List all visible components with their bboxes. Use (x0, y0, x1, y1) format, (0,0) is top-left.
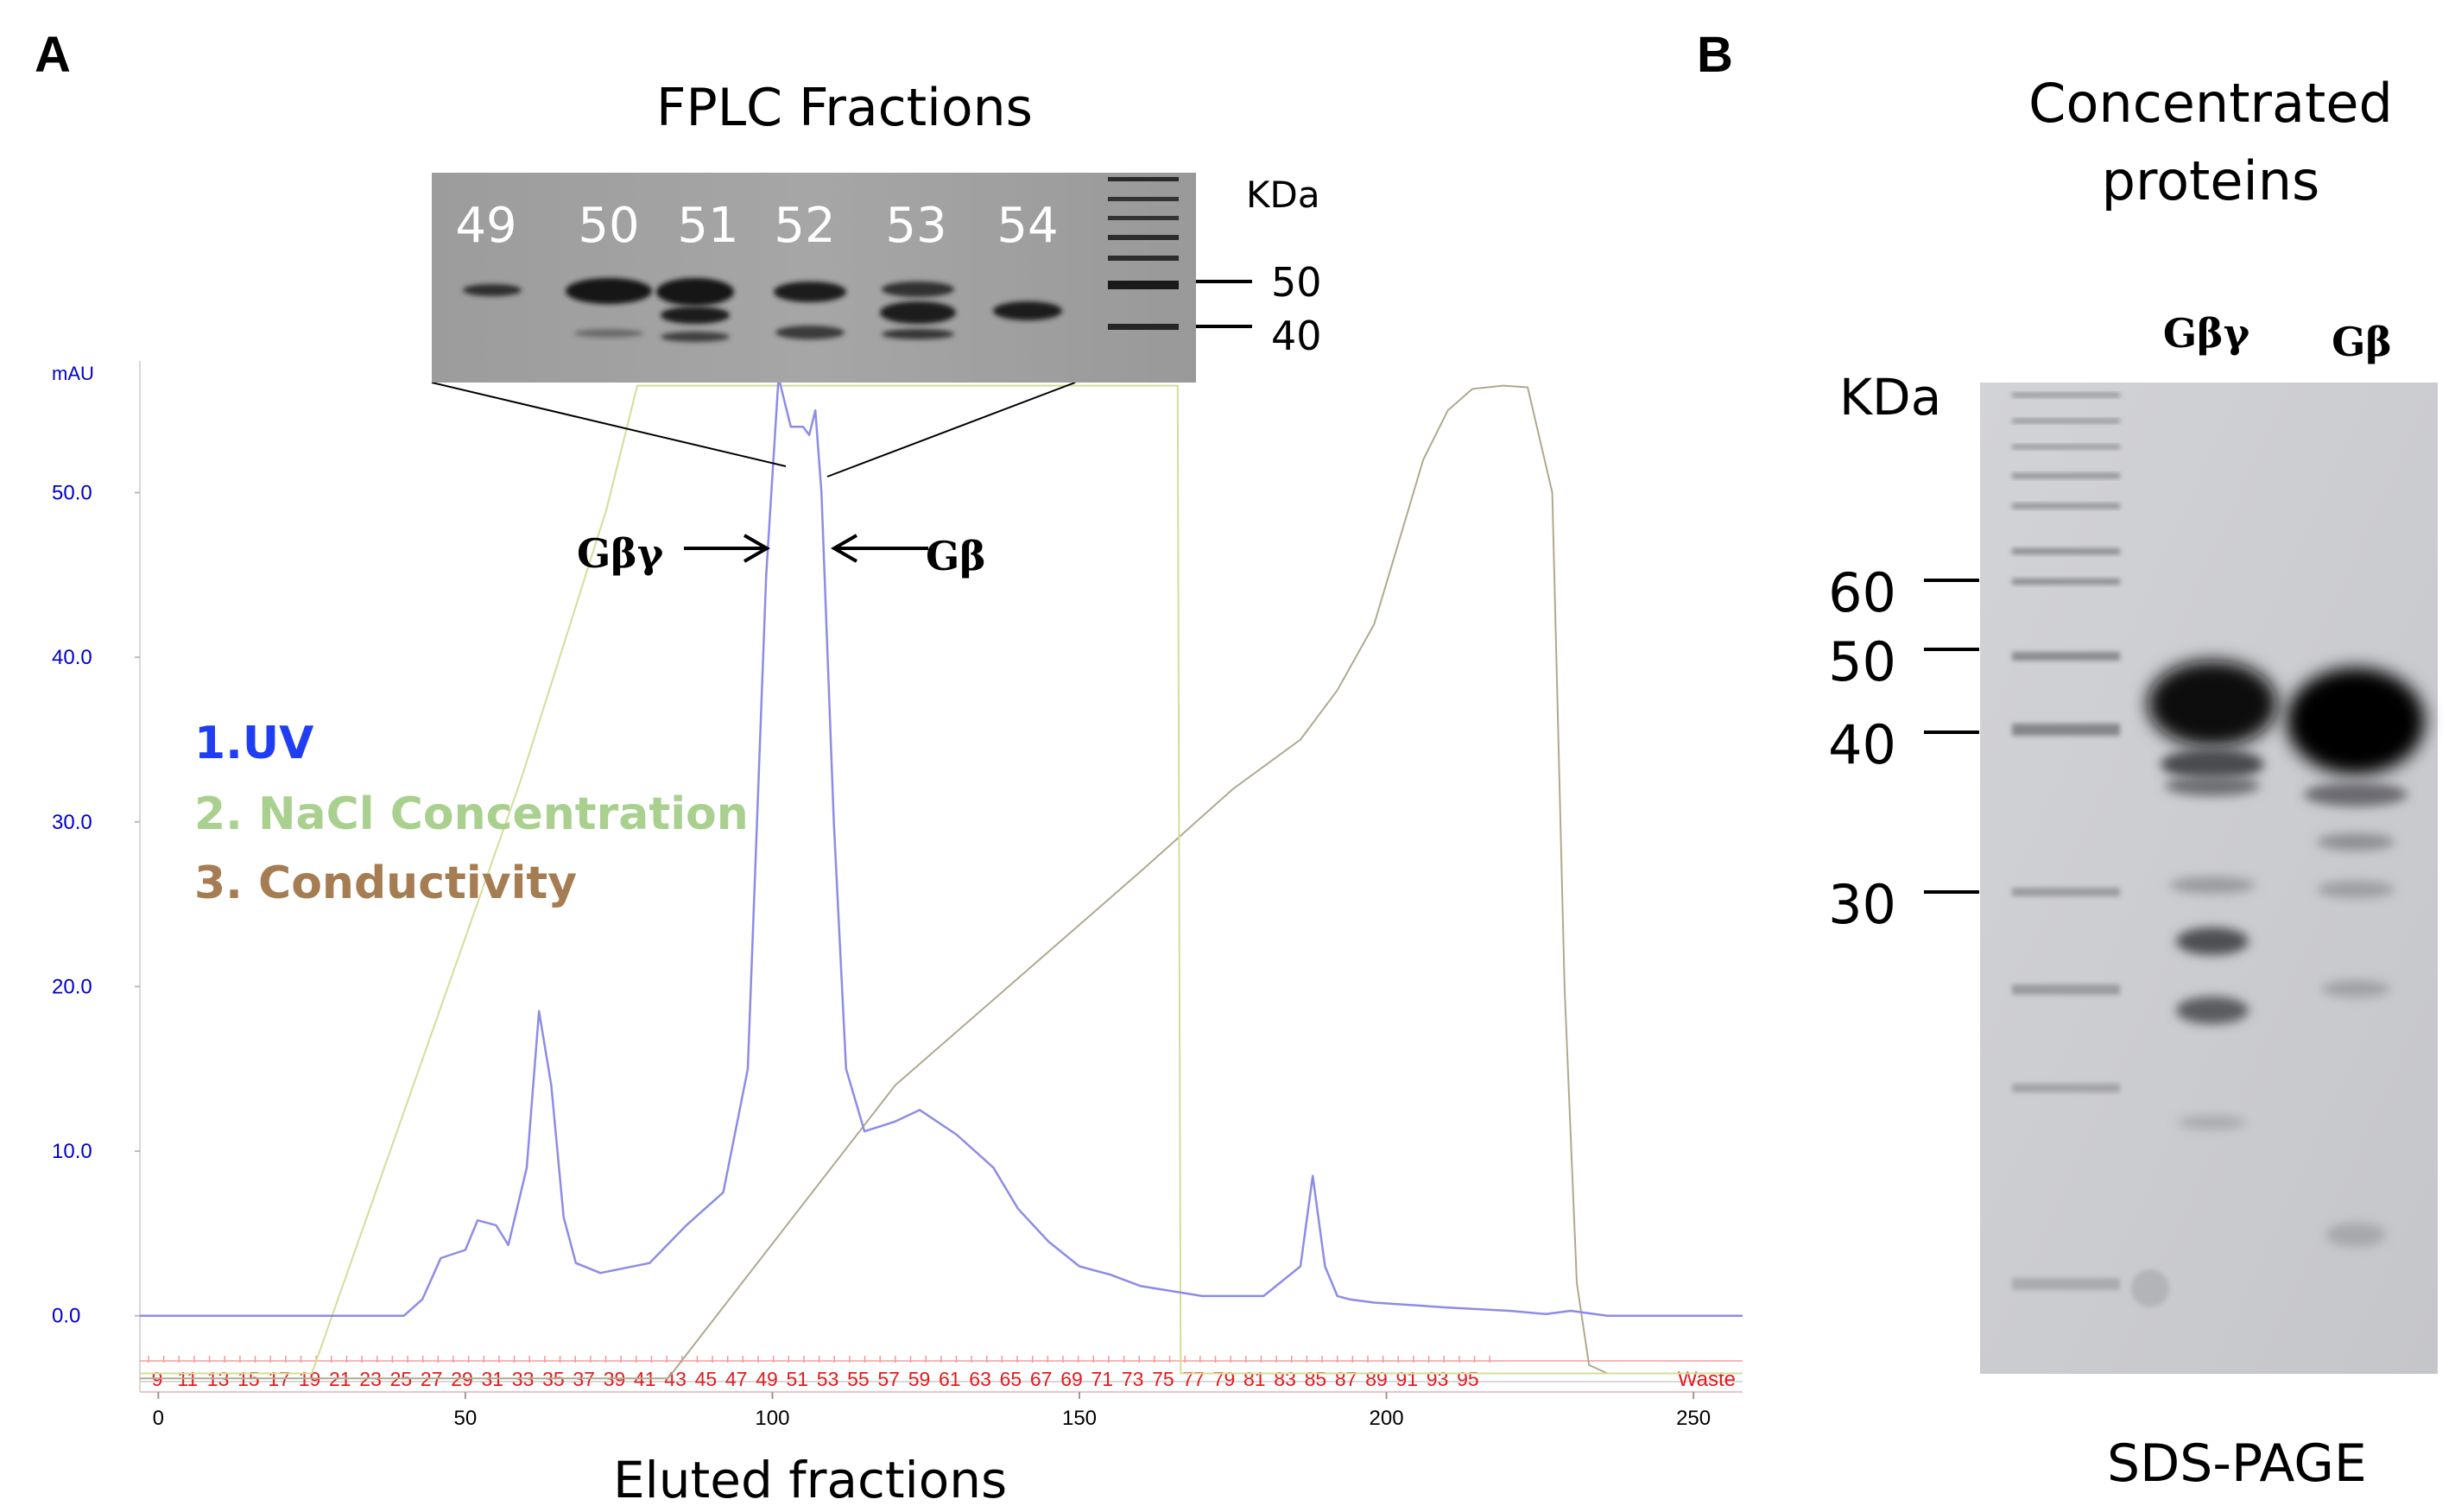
x-ticks: 0 50 100 150 200 250 (153, 1392, 1711, 1430)
y-tick-label: 20.0 (52, 975, 92, 998)
gel-b-marker-30: 30 (1828, 873, 1896, 936)
panel-b-letter: B (1697, 27, 1733, 83)
gb-label: Gβ (926, 533, 986, 579)
waste-label: Waste (1678, 1368, 1736, 1391)
sds-page-label: SDS-PAGE (2107, 1433, 2367, 1494)
gel-lane-label: 51 (677, 198, 738, 254)
fraction-label: 51 (787, 1368, 809, 1390)
fraction-label: 59 (908, 1368, 931, 1390)
fraction-label: 53 (817, 1368, 839, 1390)
series-layer (140, 376, 1743, 1380)
y-ticks: 0.0 10.0 20.0 30.0 40.0 50.0 (52, 482, 140, 1328)
gel-a-marker-40: 40 (1271, 313, 1322, 359)
fraction-label: 49 (756, 1368, 778, 1390)
fraction-label: 63 (969, 1368, 991, 1390)
fraction-label: 89 (1365, 1368, 1388, 1390)
gel-b-marker-60: 60 (1828, 561, 1896, 624)
fraction-label: 87 (1335, 1368, 1357, 1390)
gel-a-marker-50: 50 (1271, 259, 1322, 306)
gel-title: FPLC Fractions (656, 78, 1033, 138)
chromatogram: mAU 0.0 10.0 20.0 30.0 40.0 50.0 0 50 100 150 200… (52, 361, 1743, 1430)
gel-b-ladder (2012, 393, 2120, 1290)
y-tick-label: 30.0 (52, 811, 92, 834)
left-arrow-icon (830, 534, 928, 563)
x-tick-label: 250 (1676, 1407, 1711, 1430)
series-line-2 (140, 384, 1743, 1375)
panel-a-letter: A (35, 27, 71, 83)
fraction-label: 69 (1060, 1368, 1083, 1390)
title-line-2: proteins (2101, 149, 2320, 212)
fraction-label: 71 (1091, 1368, 1114, 1390)
legend-uv: 1.UV (194, 718, 313, 769)
legend-nacl: 2. NaCl Concentration (194, 788, 749, 840)
gel-a-unit: KDa (1246, 174, 1320, 216)
fraction-label: 77 (1182, 1368, 1205, 1390)
fraction-label: 85 (1305, 1368, 1327, 1390)
gel-b-marker-40: 40 (1828, 713, 1896, 776)
fraction-label: 67 (1030, 1368, 1053, 1390)
x-axis-label: Eluted fractions (613, 1451, 1008, 1509)
gel-lane-label: 54 (997, 198, 1058, 254)
series-line-3 (140, 384, 1743, 1380)
fraction-label: 57 (877, 1368, 900, 1390)
x-tick-label: 100 (755, 1407, 789, 1430)
gel-lane-label: 49 (455, 198, 516, 254)
gel-lane-label: 50 (578, 198, 639, 254)
lane-label-gby: Gβγ (2163, 310, 2250, 357)
gel-a-bands (463, 278, 1062, 342)
fraction-label: 47 (725, 1368, 748, 1390)
y-axis-unit: mAU (52, 363, 94, 384)
fraction-label: 75 (1152, 1368, 1174, 1390)
lane-label-gb: Gβ (2332, 319, 2392, 365)
zoom-line-left (431, 382, 787, 467)
gel-b-marker-50: 50 (1828, 630, 1896, 693)
zoom-line-right (826, 382, 1076, 478)
legend-conductivity: 3. Conductivity (194, 857, 577, 909)
gel-lane-label: 53 (885, 198, 946, 254)
fraction-label: 73 (1122, 1368, 1144, 1390)
fraction-label: 95 (1457, 1368, 1479, 1390)
fraction-label: 83 (1274, 1368, 1296, 1390)
gby-label: Gβγ (577, 530, 664, 577)
fraction-label: 79 (1213, 1368, 1236, 1390)
gel-a-lane-labels: 49 50 51 52 53 54 (455, 198, 1058, 254)
gel-b-unit: KDa (1839, 368, 1941, 427)
gel-b-lane-gby (2148, 661, 2277, 1129)
gel-b-lane-gb (2131, 667, 2425, 1307)
concentrated-proteins-title: Concentrated proteins (2003, 65, 2418, 220)
right-arrow-icon (684, 534, 771, 563)
fraction-label: 93 (1427, 1368, 1449, 1390)
fraction-label: 81 (1243, 1368, 1266, 1390)
x-tick-label: 200 (1370, 1407, 1404, 1430)
title-line-1: Concentrated (2028, 72, 2393, 135)
fraction-label: 45 (695, 1368, 718, 1390)
series-line-1 (140, 376, 1743, 1317)
fraction-label: 61 (939, 1368, 961, 1390)
fraction-label: 91 (1396, 1368, 1419, 1390)
x-tick-label: 150 (1062, 1407, 1097, 1430)
y-tick-label: 0.0 (52, 1305, 80, 1328)
fraction-label: 65 (1000, 1368, 1022, 1390)
gel-lane-label: 52 (774, 198, 835, 254)
y-tick-label: 10.0 (52, 1140, 92, 1163)
fplc-gel-image: 49 50 51 52 53 54 KDa 50 40 (432, 173, 1322, 383)
y-tick-label: 50.0 (52, 482, 92, 505)
gel-a-ladder (1108, 177, 1179, 330)
y-tick-label: 40.0 (52, 646, 92, 669)
x-tick-label: 50 (454, 1407, 478, 1430)
fraction-label: 55 (847, 1368, 870, 1390)
sds-page-gel-image: Gβγ Gβ (1828, 310, 2438, 1374)
x-tick-label: 0 (153, 1407, 164, 1430)
gel-a-background (432, 173, 1196, 383)
